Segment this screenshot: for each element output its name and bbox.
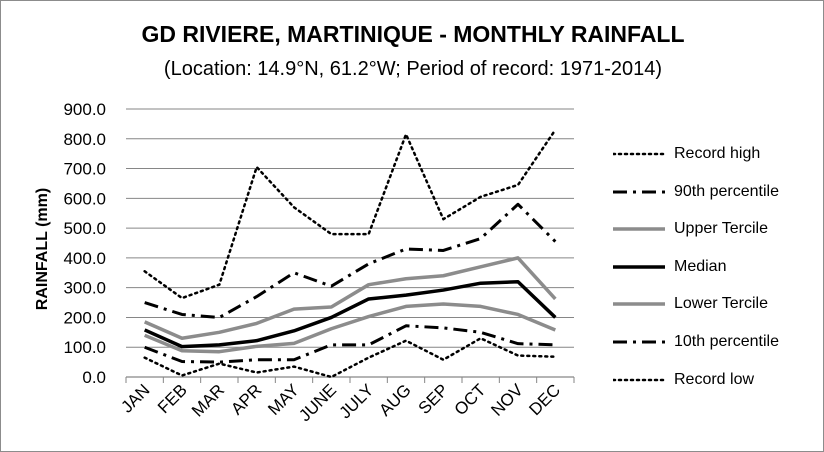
legend-item: 10th percentile <box>613 331 823 355</box>
legend-label: Median <box>674 257 727 275</box>
series-line-median <box>143 279 557 349</box>
legend-swatch <box>613 190 665 194</box>
series-line-upper-tercile <box>143 256 557 341</box>
legend-swatch <box>613 340 665 344</box>
legend-label: Record high <box>674 145 761 162</box>
x-tick-label: APR <box>227 380 265 418</box>
chart-title: GD RIVIERE, MARTINIQUE - MONTHLY RAINFAL… <box>141 21 685 47</box>
legend-swatch <box>613 152 665 156</box>
x-tick-label: NOV <box>487 380 527 420</box>
legend-swatch <box>613 378 665 381</box>
legend-item: 90th percentile <box>613 181 823 205</box>
x-tick-label: MAR <box>188 380 228 420</box>
y-tick-label: 200.0 <box>63 308 106 327</box>
x-tick-label: AUG <box>375 380 414 419</box>
y-axis-ticks: 0.0 100.0 200.0 300.0 400.0 500.0 600.0 700.0 80… <box>63 100 106 387</box>
legend-item: Record low <box>613 369 823 393</box>
y-tick-label: 400.0 <box>63 249 106 268</box>
chart-subtitle: (Location: 14.9°N, 61.2°W; Period of rec… <box>163 58 663 80</box>
x-tick-label: OCT <box>451 380 490 419</box>
series-line-lower-tercile <box>143 302 557 354</box>
y-tick-label: 0.0 <box>82 368 106 387</box>
series-line-90th-percentile <box>144 202 557 319</box>
x-tick-label: JUNE <box>295 380 340 425</box>
x-axis <box>125 376 575 383</box>
legend-label: 90th percentile <box>674 182 779 200</box>
y-axis-label: RAINFALL (mm) <box>34 188 51 310</box>
legend-label: Lower Tercile <box>674 295 768 313</box>
series-line-record-low <box>143 337 557 379</box>
x-tick-label: FEB <box>154 380 191 417</box>
y-tick-label: 600.0 <box>63 189 106 208</box>
y-tick-label: 700.0 <box>63 160 106 179</box>
x-tick-label: DEC <box>525 380 564 419</box>
y-tick-label: 300.0 <box>63 279 106 298</box>
legend-item: Median <box>613 256 823 280</box>
series-line-10th-percentile <box>144 324 556 364</box>
x-tick-label: JAN <box>117 380 153 416</box>
legend-item: Upper Tercile <box>613 218 823 242</box>
legend-item: Record high <box>613 143 823 167</box>
legend-swatch <box>613 265 665 269</box>
x-tick-label: SEP <box>415 380 452 417</box>
series-line-record-high <box>143 128 557 300</box>
legend-swatch <box>613 302 665 307</box>
series-lines <box>143 128 557 379</box>
legend-item: Lower Tercile <box>613 293 823 317</box>
y-tick-label: 500.0 <box>63 219 106 238</box>
x-tick-label: JULY <box>336 380 378 422</box>
legend-label: Record low <box>674 370 755 388</box>
y-tick-label: 800.0 <box>63 130 106 149</box>
y-tick-label: 900.0 <box>63 100 106 119</box>
legend-label: 10th percentile <box>674 333 779 350</box>
legend-swatch <box>613 227 665 231</box>
y-tick-label: 100.0 <box>63 338 106 357</box>
legend-label: Upper Tercile <box>674 220 768 238</box>
